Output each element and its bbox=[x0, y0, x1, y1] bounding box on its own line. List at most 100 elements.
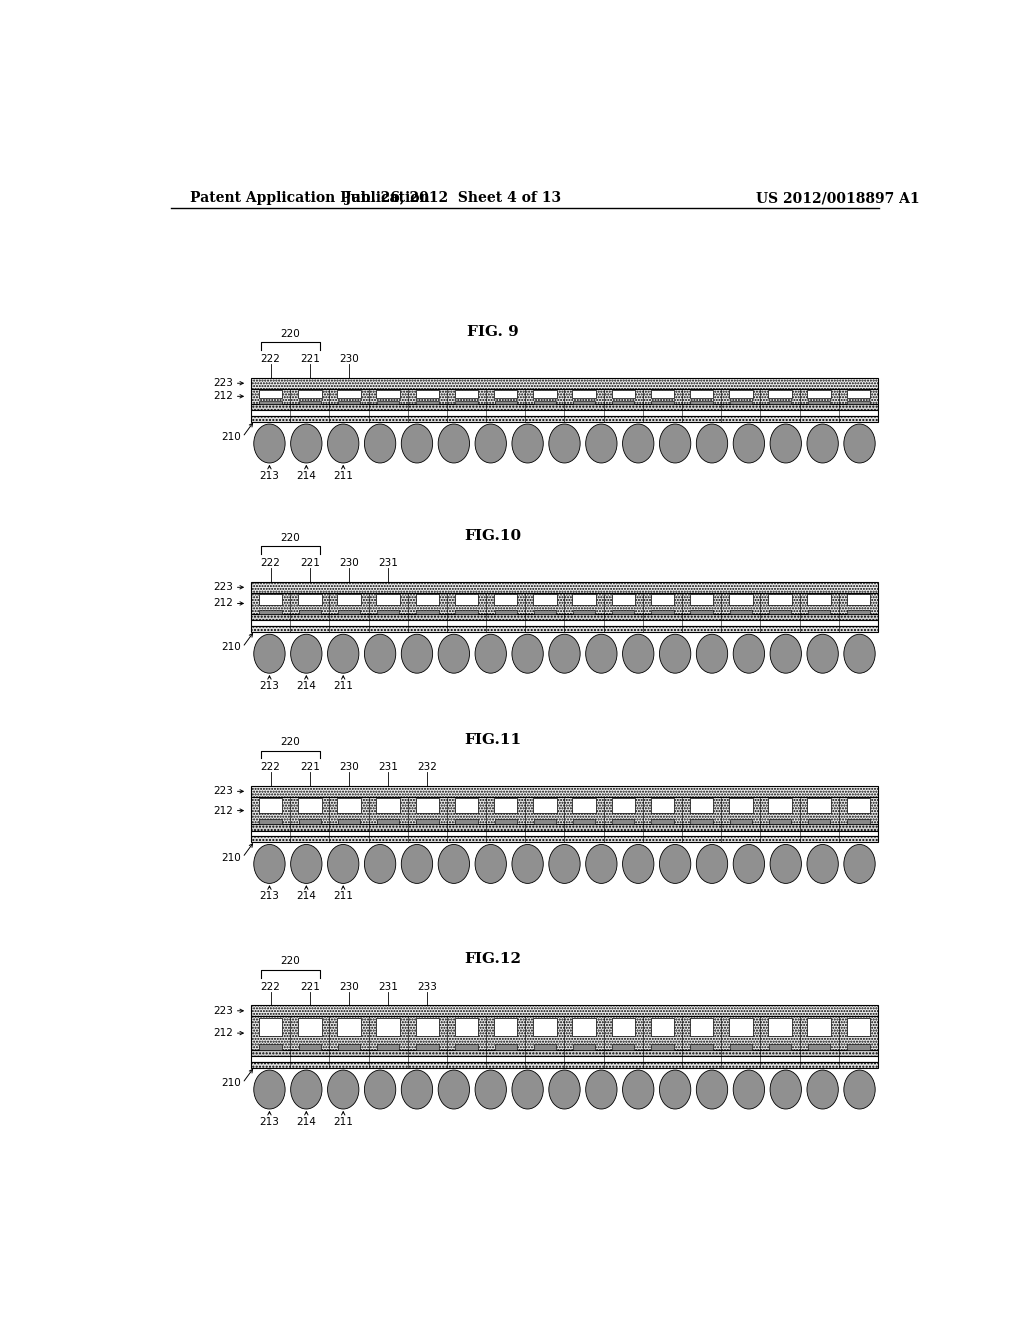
Bar bbox=[690, 389, 714, 397]
Ellipse shape bbox=[844, 1071, 876, 1109]
Bar bbox=[338, 820, 360, 825]
Bar bbox=[495, 820, 517, 825]
Ellipse shape bbox=[291, 845, 322, 883]
Bar bbox=[729, 1018, 753, 1036]
Ellipse shape bbox=[365, 845, 395, 883]
Bar bbox=[808, 610, 830, 614]
Text: 210: 210 bbox=[221, 853, 241, 862]
Bar bbox=[251, 836, 878, 842]
Text: 221: 221 bbox=[300, 558, 319, 568]
Ellipse shape bbox=[549, 424, 581, 463]
Bar bbox=[338, 610, 360, 614]
Bar bbox=[690, 401, 713, 404]
Ellipse shape bbox=[475, 845, 507, 883]
Ellipse shape bbox=[733, 635, 765, 673]
Ellipse shape bbox=[438, 635, 470, 673]
Ellipse shape bbox=[475, 424, 507, 463]
Bar bbox=[298, 1018, 322, 1036]
Text: 211: 211 bbox=[333, 891, 353, 902]
Bar bbox=[611, 389, 635, 397]
Ellipse shape bbox=[623, 424, 654, 463]
Bar bbox=[768, 594, 792, 605]
Text: 223: 223 bbox=[213, 1006, 233, 1016]
Ellipse shape bbox=[512, 424, 544, 463]
Text: 223: 223 bbox=[213, 379, 233, 388]
Ellipse shape bbox=[659, 424, 691, 463]
Ellipse shape bbox=[807, 1071, 839, 1109]
Ellipse shape bbox=[328, 635, 358, 673]
Bar bbox=[251, 1051, 878, 1056]
Text: FIG.12: FIG.12 bbox=[465, 952, 521, 966]
Text: 212: 212 bbox=[213, 1028, 233, 1038]
Bar bbox=[495, 610, 517, 614]
Ellipse shape bbox=[438, 1071, 470, 1109]
Bar bbox=[251, 593, 878, 614]
Text: 222: 222 bbox=[261, 558, 281, 568]
Text: 213: 213 bbox=[259, 681, 280, 690]
Bar bbox=[572, 610, 595, 614]
Bar bbox=[456, 401, 477, 404]
Ellipse shape bbox=[844, 845, 876, 883]
Text: 210: 210 bbox=[221, 432, 241, 442]
Bar bbox=[611, 594, 635, 605]
Text: 230: 230 bbox=[339, 354, 358, 364]
Bar bbox=[807, 1018, 830, 1036]
Bar bbox=[456, 1044, 477, 1051]
Bar bbox=[808, 1044, 830, 1051]
Ellipse shape bbox=[733, 845, 765, 883]
Ellipse shape bbox=[291, 424, 322, 463]
Bar bbox=[495, 1044, 517, 1051]
Bar bbox=[377, 1044, 399, 1051]
Ellipse shape bbox=[512, 1071, 544, 1109]
Bar bbox=[572, 401, 595, 404]
Bar bbox=[377, 820, 399, 825]
Ellipse shape bbox=[328, 845, 358, 883]
Bar bbox=[650, 1018, 674, 1036]
Ellipse shape bbox=[438, 845, 470, 883]
Bar bbox=[377, 594, 400, 605]
Bar bbox=[769, 1044, 792, 1051]
Ellipse shape bbox=[659, 1071, 691, 1109]
Bar bbox=[337, 594, 360, 605]
Bar bbox=[455, 799, 478, 813]
Bar bbox=[612, 401, 635, 404]
Bar bbox=[534, 1044, 556, 1051]
Bar bbox=[299, 610, 321, 614]
Bar bbox=[298, 594, 322, 605]
Bar bbox=[259, 799, 283, 813]
Bar bbox=[808, 820, 830, 825]
Bar bbox=[494, 594, 517, 605]
Ellipse shape bbox=[770, 424, 802, 463]
Bar bbox=[299, 401, 321, 404]
Bar bbox=[251, 1056, 878, 1061]
Bar bbox=[251, 416, 878, 422]
Text: 233: 233 bbox=[418, 982, 437, 991]
Bar bbox=[251, 614, 878, 620]
Bar bbox=[337, 389, 360, 397]
Ellipse shape bbox=[586, 845, 617, 883]
Ellipse shape bbox=[475, 1071, 507, 1109]
Text: 223: 223 bbox=[213, 787, 233, 796]
Bar bbox=[251, 1006, 878, 1016]
Text: 220: 220 bbox=[281, 737, 300, 747]
Bar bbox=[612, 1044, 635, 1051]
Text: 220: 220 bbox=[281, 329, 300, 339]
Bar bbox=[251, 620, 878, 626]
Bar bbox=[251, 582, 878, 593]
Text: 220: 220 bbox=[281, 533, 300, 543]
Text: FIG. 9: FIG. 9 bbox=[467, 325, 519, 339]
Bar bbox=[455, 594, 478, 605]
Ellipse shape bbox=[807, 424, 839, 463]
Text: 213: 213 bbox=[259, 471, 280, 480]
Bar bbox=[650, 799, 674, 813]
Bar bbox=[251, 1061, 878, 1068]
Bar bbox=[651, 610, 674, 614]
Bar bbox=[534, 610, 556, 614]
Bar bbox=[768, 1018, 792, 1036]
Ellipse shape bbox=[586, 635, 617, 673]
Ellipse shape bbox=[254, 424, 285, 463]
Bar bbox=[847, 1018, 870, 1036]
Text: 231: 231 bbox=[378, 762, 398, 772]
Bar bbox=[730, 1044, 752, 1051]
Bar bbox=[456, 610, 477, 614]
